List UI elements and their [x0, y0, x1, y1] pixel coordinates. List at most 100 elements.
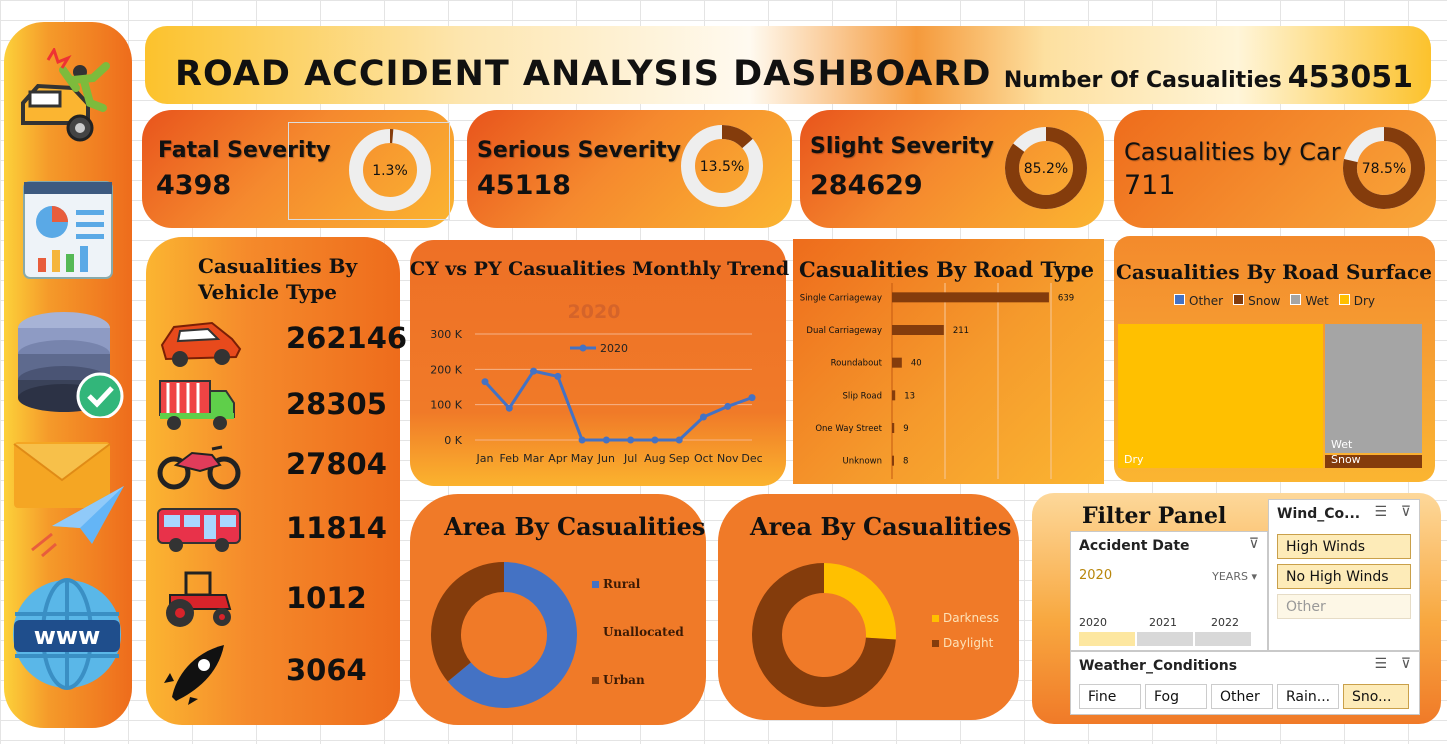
treemap-cell: Snow: [1325, 453, 1422, 468]
vehicle-value: 28305: [286, 387, 387, 421]
weather-option[interactable]: Rain...: [1277, 684, 1339, 709]
weather-option[interactable]: Fog: [1145, 684, 1207, 709]
category-label: One Way Street: [815, 424, 882, 434]
wind-option[interactable]: No High Winds: [1277, 564, 1411, 589]
year-2022[interactable]: 2022: [1211, 616, 1239, 629]
vehicle-type-panel: Casualities By Vehicle Type 262146 28305…: [146, 237, 407, 725]
wind-conditions-slicer[interactable]: Wind_Co... ☰ ⊽ High Winds No High Winds …: [1268, 499, 1420, 651]
kpi-label: Casualities by Car: [1124, 138, 1341, 166]
year-bar-2022[interactable]: [1195, 632, 1251, 646]
y-tick-label: 0 K: [444, 434, 462, 447]
kpi-label: Fatal Severity: [158, 138, 331, 163]
vehicle-panel-title: Casualities By Vehicle Type: [198, 253, 357, 305]
y-tick-label: 200 K: [430, 363, 462, 376]
data-point: [481, 378, 489, 386]
year-bar-2021[interactable]: [1137, 632, 1193, 646]
kpi-serious-severity[interactable]: Serious Severity 45118 13.5%: [467, 110, 792, 228]
accident-date-slicer[interactable]: Accident Date ⊽ 2020 YEARS ▾ 2020 2021 2…: [1070, 531, 1268, 651]
car-crash-icon[interactable]: [18, 48, 118, 148]
donut-slice: [823, 563, 896, 640]
surface-treemap: Dry Wet Snow: [1118, 324, 1422, 468]
data-label: 8: [903, 457, 908, 467]
legend-swatch: [932, 640, 939, 647]
data-point: [530, 367, 538, 375]
total-casualties-value: 453051: [1287, 60, 1413, 95]
www-globe-icon[interactable]: www: [12, 574, 122, 694]
treemap-label: Snow: [1331, 453, 1361, 466]
treemap-cell: Wet: [1325, 324, 1422, 453]
multi-select-icon[interactable]: ☰: [1374, 656, 1387, 672]
rocket-icon: [164, 645, 224, 705]
bar: [892, 390, 896, 401]
weather-slicer-label: Weather_Conditions: [1079, 658, 1238, 674]
donut-slice: [447, 562, 577, 708]
treemap-label: Dry: [1124, 453, 1144, 466]
data-label: 9: [903, 424, 908, 434]
clear-filter-icon[interactable]: ⊽: [1400, 656, 1411, 672]
year-2021[interactable]: 2021: [1149, 616, 1177, 629]
data-label: 639: [1058, 293, 1074, 303]
trend-title: CY vs PY Casualities Monthly Trend: [410, 258, 790, 280]
donut-segment: [1343, 127, 1425, 209]
period-select[interactable]: YEARS ▾: [1212, 570, 1257, 583]
road-type-title: Casualities By Road Type: [799, 257, 1095, 282]
filter-panel: Filter Panel Accident Date ⊽ 2020 YEARS …: [1032, 493, 1441, 724]
vehicle-row-car[interactable]: 262146: [156, 309, 407, 369]
kpi-donut: 85.2%: [1005, 127, 1087, 209]
kpi-donut: 13.5%: [681, 125, 763, 207]
wind-option[interactable]: High Winds: [1277, 534, 1411, 559]
vehicle-row-tractor[interactable]: 1012: [156, 569, 386, 629]
data-label: 211: [953, 326, 969, 336]
data-point: [602, 436, 610, 444]
dashboard-icon[interactable]: [22, 180, 114, 280]
trend-subtitle: 2020: [568, 301, 621, 323]
clear-filter-icon[interactable]: ⊽: [1248, 536, 1259, 552]
vehicle-title-line2: Vehicle Type: [198, 280, 338, 304]
vehicle-row-bus[interactable]: 11814: [156, 499, 387, 559]
weather-conditions-slicer[interactable]: Weather_Conditions ☰ ⊽ Fine Fog Other Ra…: [1070, 651, 1420, 715]
motorcycle-icon: [157, 445, 241, 490]
data-point: [651, 436, 659, 444]
data-point: [505, 404, 513, 412]
x-tick-label: Feb: [500, 452, 519, 465]
kpi-fatal-severity[interactable]: Fatal Severity 4398 1.3%: [142, 110, 454, 228]
donut-segment: [1005, 127, 1087, 209]
x-tick-label: Nov: [717, 452, 739, 465]
sidebar: www: [4, 22, 132, 728]
area-panel-1: Area By Casualities Rural Unallocated Urba…: [410, 494, 706, 725]
vehicle-row-motorcycle[interactable]: 27804: [156, 435, 387, 495]
date-slicer-label: Accident Date: [1079, 538, 1190, 554]
send-mail-icon[interactable]: [12, 440, 126, 558]
vehicle-value: 3064: [286, 653, 367, 687]
x-tick-label: Oct: [694, 452, 714, 465]
data-point: [627, 436, 635, 444]
legend-swatch: [592, 677, 599, 684]
weather-option[interactable]: Fine: [1079, 684, 1141, 709]
year-2020[interactable]: 2020: [1079, 616, 1107, 629]
wind-slicer-label: Wind_Co...: [1277, 506, 1361, 522]
multi-select-icon[interactable]: ☰: [1374, 504, 1387, 520]
area-panel-2: Area By Casualities Darkness Daylight: [718, 494, 1019, 720]
legend-label: Daylight: [943, 636, 994, 650]
bus-icon: [157, 508, 241, 552]
bar: [892, 423, 895, 433]
database-check-icon[interactable]: [16, 308, 124, 418]
vehicle-row-rocket[interactable]: 3064: [156, 641, 386, 705]
weather-option[interactable]: Other: [1211, 684, 1273, 709]
weather-option[interactable]: Sno...: [1343, 684, 1409, 709]
car-icon: [160, 321, 242, 367]
vehicle-value: 27804: [286, 447, 387, 481]
year-bar-2020[interactable]: [1079, 632, 1135, 646]
clear-filter-icon[interactable]: ⊽: [1400, 504, 1411, 520]
donut-label: 78.5%: [1362, 161, 1406, 177]
category-label: Single Carriageway: [800, 293, 882, 303]
vehicle-row-truck[interactable]: 28305: [156, 375, 387, 435]
legend-swatch: [592, 629, 599, 636]
vehicle-value: 11814: [286, 511, 387, 545]
kpi-slight-severity[interactable]: Slight Severity 284629 85.2%: [800, 110, 1104, 228]
legend-label: Unallocated: [603, 625, 684, 639]
category-label: Dual Carriageway: [806, 326, 882, 336]
wind-option[interactable]: Other: [1277, 594, 1411, 619]
data-point: [699, 413, 707, 421]
kpi-casualties-by-car[interactable]: Casualities by Car 711 78.5%: [1114, 110, 1436, 228]
